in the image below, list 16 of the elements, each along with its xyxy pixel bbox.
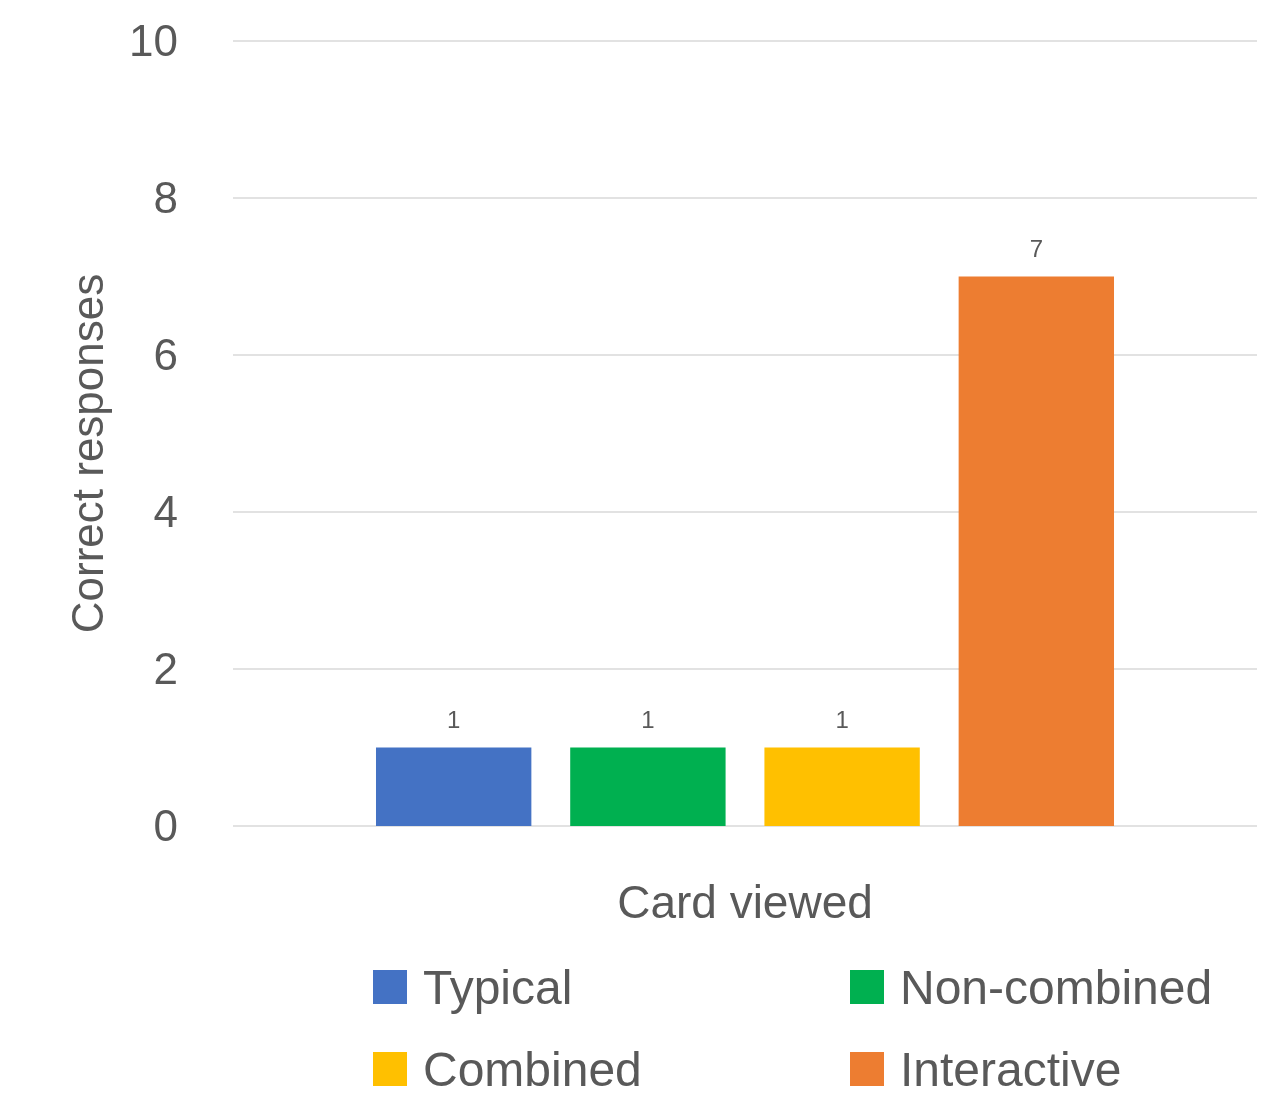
y-tick-label: 10 [129,16,178,66]
y-tick-label: 2 [153,644,178,694]
legend-label: Non-combined [900,960,1213,1014]
data-label: 1 [835,705,849,733]
legend-label: Combined [423,1042,642,1096]
data-label: 1 [447,705,461,733]
data-label: 7 [1029,234,1043,262]
data-label: 1 [641,705,655,733]
y-tick-label: 8 [153,173,178,223]
y-axis-title: Correct responses [63,273,112,634]
y-tick-label: 4 [153,487,178,537]
legend-label: Interactive [900,1042,1122,1096]
x-axis-title: Card viewed [617,876,873,928]
y-tick-label: 0 [153,801,178,851]
y-tick-label: 6 [153,330,178,380]
legend-label: Typical [423,960,573,1014]
